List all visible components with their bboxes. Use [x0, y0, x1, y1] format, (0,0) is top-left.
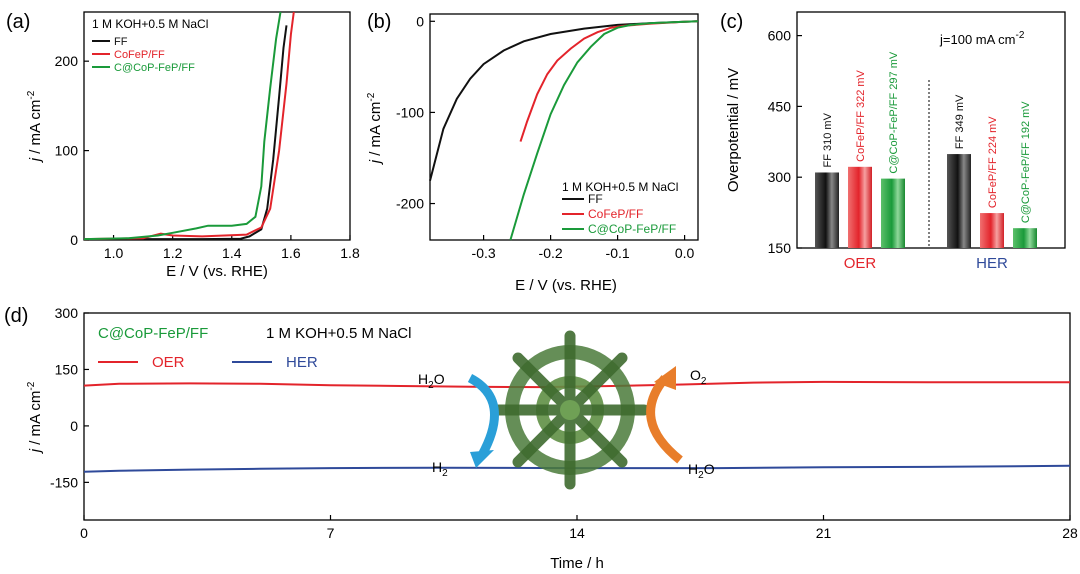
c-group-label: HER	[976, 255, 1008, 272]
b-y-tick-label: -100	[396, 104, 424, 120]
right-reaction-arrow	[646, 375, 683, 464]
panel-a-annotation: 1 M KOH+0.5 M NaCl	[92, 17, 208, 31]
a-x-tick-label: 1.2	[163, 245, 183, 261]
a-legend-label: FF	[114, 36, 128, 48]
a-x-tick-label: 1.0	[104, 245, 124, 261]
c-y-tick-label: 300	[768, 169, 792, 185]
a-legend-label: CoFeP/FF	[114, 49, 165, 61]
d-y-tick-label: 300	[55, 305, 79, 321]
c-bar-label: FF 349 mV	[954, 94, 966, 149]
b-y-tick-label: 0	[416, 13, 424, 29]
c-y-tick-label: 150	[768, 240, 792, 256]
b-legend-label: CoFeP/FF	[588, 207, 643, 221]
d-y-tick-label: -150	[50, 474, 78, 490]
b-x-tick-label: -0.2	[539, 245, 563, 261]
b-x-tick-label: -0.3	[472, 245, 496, 261]
c-bar	[1013, 228, 1037, 248]
panel-label-d: (d)	[4, 305, 28, 327]
panel-d-annotation: 1 M KOH+0.5 M NaCl	[266, 325, 411, 342]
c-bar	[848, 166, 872, 248]
a-x-tick-label: 1.8	[340, 245, 360, 261]
chart-panel-d: C@CoP-FeP/FF 1 M KOH+0.5 M NaCl Time / h…	[26, 305, 1078, 572]
c-bar	[980, 213, 1004, 248]
d-x-tick-label: 14	[569, 525, 585, 541]
a-series-line-ff	[84, 25, 288, 241]
c-bar-label: CoFeP/FF 322 mV	[855, 69, 867, 161]
panel-c-annotation: j=100 mA cm-2	[939, 30, 1025, 47]
a-x-tick-label: 1.4	[222, 245, 242, 261]
panel-a-xlabel: E / V (vs. RHE)	[166, 263, 268, 280]
d-x-tick-label: 28	[1062, 525, 1078, 541]
chart-panel-a: 1 M KOH+0.5 M NaCl E / V (vs. RHE) j / m…	[26, 11, 360, 280]
chart-panel-c: Overpotential / mV j=100 mA cm-2 150 300 4…	[725, 11, 1066, 272]
c-group-label: OER	[844, 255, 877, 272]
left-arrow-head	[470, 450, 494, 468]
schematic-h2: H2	[432, 459, 448, 479]
a-series-line-c-cop-fep-ff	[83, 11, 282, 241]
c-bar-label: FF 310 mV	[822, 112, 834, 167]
panel-d-title: C@CoP-FeP/FF	[98, 325, 208, 342]
d-y-tick-label: 150	[55, 361, 79, 377]
d-x-tick-label: 0	[80, 525, 88, 541]
d-legend-label: HER	[286, 354, 318, 371]
a-x-tick-label: 1.6	[281, 245, 301, 261]
b-x-tick-label: 0.0	[675, 245, 695, 261]
c-bar	[815, 172, 839, 248]
panel-b-xlabel: E / V (vs. RHE)	[515, 277, 617, 294]
b-legend-label: C@CoP-FeP/FF	[588, 222, 676, 236]
panel-c-ylabel: Overpotential / mV	[725, 68, 742, 192]
schematic-h2o-right: H2O	[688, 461, 715, 481]
catalyst-structure-illustration	[490, 330, 650, 490]
b-legend-label: FF	[588, 192, 603, 206]
left-reaction-arrow	[467, 374, 499, 458]
schematic-h2o-left: H2O	[418, 371, 445, 391]
panel-b-annotation: 1 M KOH+0.5 M NaCl	[562, 180, 678, 194]
c-bar-label: C@CoP-FeP/FF 297 mV	[888, 51, 900, 173]
chart-panel-b: 1 M KOH+0.5 M NaCl E / V (vs. RHE) j / m…	[366, 13, 699, 294]
a-y-tick-label: 100	[55, 143, 79, 159]
d-x-tick-label: 21	[816, 525, 832, 541]
c-y-tick-label: 600	[768, 28, 792, 44]
panel-d-ylabel: j / mA cm-2	[26, 381, 44, 454]
c-bar-label: C@CoP-FeP/FF 192 mV	[1020, 101, 1032, 223]
a-series-line-cofep-ff	[83, 11, 295, 241]
b-series-line-ff	[429, 20, 699, 182]
d-series-line-oer	[83, 380, 1070, 389]
c-bar	[881, 178, 905, 248]
panel-d-xlabel: Time / h	[550, 555, 604, 572]
panel-label-b: (b)	[367, 11, 391, 33]
d-x-tick-label: 7	[327, 525, 335, 541]
panel-label-c: (c)	[720, 11, 743, 33]
right-arrow-head	[654, 366, 676, 390]
c-y-tick-label: 450	[768, 98, 792, 114]
d-series-line-her	[83, 464, 1071, 473]
d-y-tick-label: 0	[70, 418, 78, 434]
panel-b-ylabel: j / mA cm-2	[366, 92, 384, 165]
a-y-tick-label: 200	[55, 53, 79, 69]
d-legend-label: OER	[152, 354, 185, 371]
a-legend-label: C@CoP-FeP/FF	[114, 62, 195, 74]
b-series-line-c-cop-fep-ff	[509, 20, 699, 241]
c-bar-label: CoFeP/FF 224 mV	[987, 116, 999, 208]
panel-a-ylabel: j / mA cm-2	[26, 90, 44, 163]
panel-label-a: (a)	[6, 11, 30, 33]
b-x-tick-label: -0.1	[606, 245, 630, 261]
a-y-tick-label: 0	[70, 232, 78, 248]
c-bar	[947, 154, 971, 248]
b-y-tick-label: -200	[396, 196, 424, 212]
